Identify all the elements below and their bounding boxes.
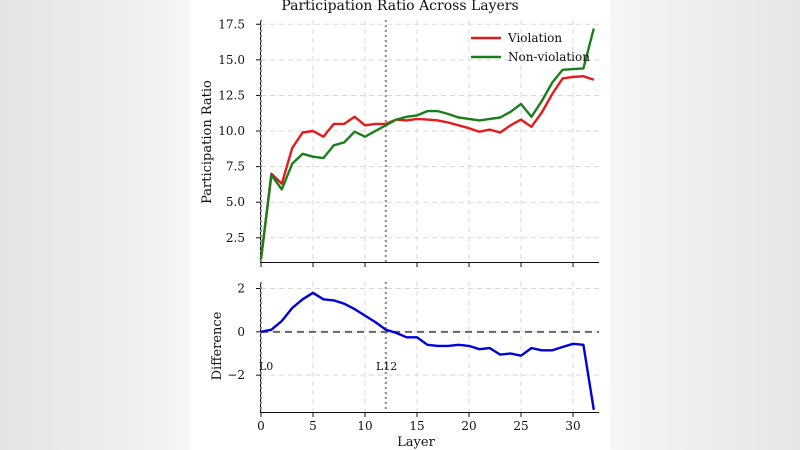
vline-label-l12: L12 xyxy=(376,360,397,373)
bottom-x-tick-label: 20 xyxy=(461,419,476,433)
bottom-y-axis-label: Difference xyxy=(210,311,225,380)
bottom-y-tick-label: 2 xyxy=(237,282,245,296)
bottom-y-tick-label: −2 xyxy=(227,368,245,382)
vline-label-l0: L0 xyxy=(259,360,273,373)
bottom-series xyxy=(260,282,599,412)
top-y-axis-label: Participation Ratio xyxy=(200,80,215,204)
bottom-x-tick-label: 0 xyxy=(257,419,265,433)
top-y-tick-label: 5.0 xyxy=(226,195,245,209)
top-y-tick-label: 2.5 xyxy=(226,231,245,245)
top-y-tick-label: 7.5 xyxy=(226,160,245,174)
bottom-x-tick-label: 30 xyxy=(565,419,580,433)
x-axis-label: Layer xyxy=(397,435,435,450)
top-y-tick-label: 15.0 xyxy=(218,53,245,67)
top-y-tick-label: 17.5 xyxy=(218,17,245,31)
bottom-x-tick-label: 25 xyxy=(513,419,528,433)
bottom-x-tick-label: 15 xyxy=(409,419,424,433)
legend: Violation Non-violation xyxy=(471,31,590,64)
chart-title: Participation Ratio Across Layers xyxy=(281,0,518,14)
top-y-tick-label: 12.5 xyxy=(218,88,245,102)
bottom-series-difference xyxy=(260,291,595,410)
top-grid xyxy=(260,20,599,262)
bottom-y-tick-label: 0 xyxy=(237,325,245,339)
bottom-x-tick-label: 5 xyxy=(309,419,317,433)
top-y-tick-label: 10.0 xyxy=(218,124,245,138)
top-series-violation xyxy=(259,74,595,260)
top-axes: 2.5 5.0 7.5 10.0 12.5 15.0 17.5 xyxy=(218,17,599,267)
bottom-grid xyxy=(260,282,599,412)
legend-label-violation: Violation xyxy=(507,31,562,45)
top-series xyxy=(259,20,595,262)
bottom-x-tick-label: 10 xyxy=(357,419,372,433)
legend-label-non-violation: Non-violation xyxy=(508,50,590,64)
top-series-non-violation xyxy=(259,28,595,260)
